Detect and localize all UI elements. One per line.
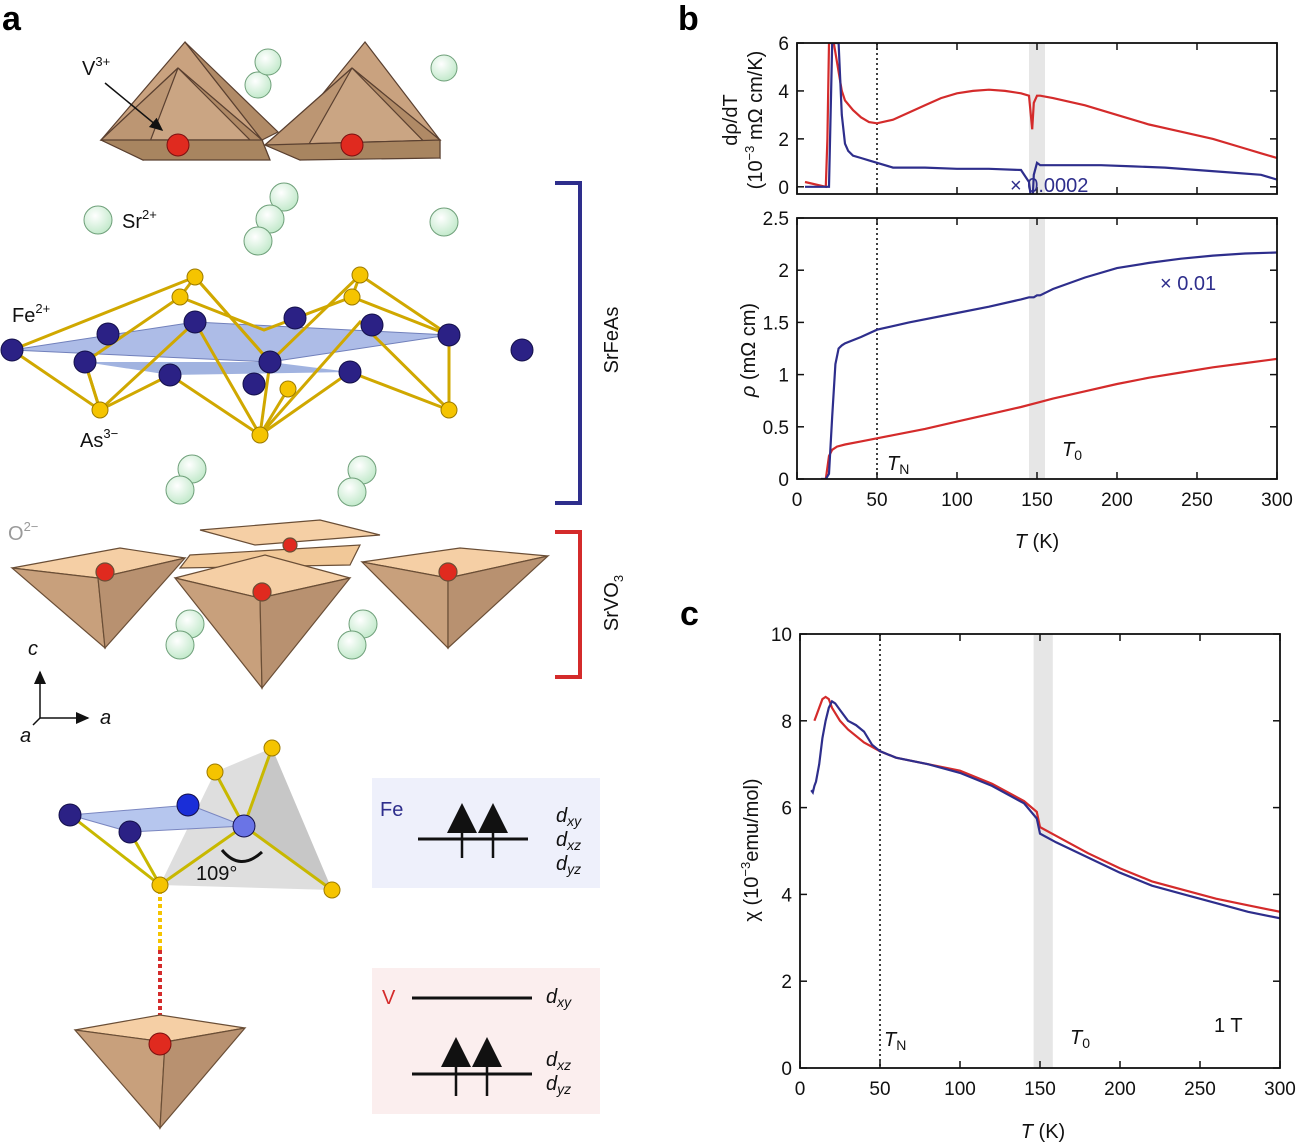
axis-a-label-1: a — [100, 707, 111, 729]
panel-letter-a: a — [2, 0, 22, 38]
x-axis-label: T (K) — [1015, 531, 1059, 553]
svg-text:V: V — [382, 987, 396, 1009]
panel-letter-c: c — [680, 595, 699, 633]
series-red — [804, 43, 1277, 189]
tn-label: TN — [887, 453, 909, 477]
svg-text:dxz: dxz — [546, 1049, 571, 1073]
x-tick-label: 50 — [866, 490, 887, 511]
t0-band — [1033, 634, 1053, 1068]
y-tick-label: 2 — [778, 130, 789, 151]
y-tick-label: 0.5 — [763, 418, 789, 439]
x-tick-label: 100 — [944, 1079, 976, 1100]
svg-text:dyz: dyz — [546, 1073, 571, 1097]
chart-resistivity: 0 0.5 1 1.5 2 2.5 0 50 100 150 200 250 300 × 0.01 TN T0… — [738, 209, 1293, 553]
svg-text:dxy: dxy — [546, 986, 572, 1010]
y-axis-label: ρ (mΩ cm) — [738, 303, 760, 398]
y-tick-label: 0 — [781, 1059, 792, 1080]
fe-level-box: Fe dxy dxz dyz — [372, 778, 600, 888]
sr-ions — [83, 48, 459, 660]
svg-text:dxz: dxz — [556, 829, 581, 853]
tn-label: TN — [884, 1029, 906, 1053]
y-tick-label: 6 — [778, 34, 789, 55]
y-tick-label: 8 — [781, 712, 792, 733]
svg-text:Fe: Fe — [380, 799, 403, 821]
x-tick-label: 0 — [792, 490, 803, 511]
crystal-axes — [32, 670, 90, 726]
y-axis-label: χ (10−3emu/mol) — [738, 778, 763, 921]
top-vo-layer — [99, 41, 442, 161]
y-tick-label: 2 — [781, 972, 792, 993]
v-pointer-arrow — [104, 82, 164, 131]
axis-c-label: c — [28, 638, 38, 660]
x-tick-label: 300 — [1264, 1079, 1296, 1100]
axis-a-label-2: a — [20, 725, 31, 747]
x-axis-label: T (K) — [1021, 1121, 1065, 1143]
chart-drho-dt: 0 2 4 6 × 0.0002 dρ/dT(10−3 mΩ cm/K) — [720, 34, 1278, 199]
x-tick-label: 250 — [1181, 490, 1213, 511]
x-tick-label: 200 — [1104, 1079, 1136, 1100]
blue-scale-annotation: × 0.01 — [1160, 273, 1216, 295]
x-tick-label: 300 — [1261, 490, 1293, 511]
sr-ion-label: Sr2+ — [122, 207, 157, 233]
x-tick-label: 250 — [1184, 1079, 1216, 1100]
y-axis-label-line1: dρ/dT — [720, 94, 742, 145]
y-tick-label: 1 — [778, 366, 789, 387]
svg-text:dyz: dyz — [556, 853, 581, 877]
series-red — [824, 357, 1277, 479]
srfeas-bracket — [555, 181, 582, 505]
srfeas-label: SrFeAs — [601, 307, 623, 374]
srvo3-label: SrVO3 — [601, 575, 626, 631]
y-tick-label: 4 — [778, 82, 789, 103]
y-tick-label: 2 — [778, 261, 789, 282]
y-tick-label: 10 — [771, 625, 792, 646]
srvo3-bracket — [555, 530, 582, 679]
x-tick-label: 150 — [1024, 1079, 1056, 1100]
v-ion-label: V3+ — [82, 54, 110, 80]
blue-scale-annotation: × 0.0002 — [1010, 175, 1088, 197]
v-level-box: V dxy dxz dyz — [372, 968, 600, 1114]
t0-band — [1029, 218, 1045, 479]
srvo3-layer — [10, 519, 551, 690]
panel-letter-b: b — [678, 0, 699, 38]
t0-label: T0 — [1070, 1027, 1090, 1051]
feas-layer — [0, 266, 534, 444]
series-blue — [821, 251, 1277, 479]
y-tick-label: 4 — [781, 885, 792, 906]
y-tick-label: 0 — [778, 470, 789, 491]
series-blue — [805, 43, 1277, 194]
y-tick-label: 6 — [781, 799, 792, 820]
y-tick-label: 0 — [778, 178, 789, 199]
svg-text:dxy: dxy — [556, 805, 582, 829]
y-tick-label: 2.5 — [763, 209, 789, 230]
bond-geometry — [58, 739, 341, 1130]
t0-band — [1029, 43, 1045, 194]
series-blue — [810, 699, 1280, 920]
t0-label: T0 — [1062, 439, 1082, 463]
field-label: 1 T — [1214, 1015, 1243, 1037]
o-ion-label: O2− — [8, 519, 38, 545]
x-tick-label: 200 — [1101, 490, 1133, 511]
x-tick-label: 150 — [1021, 490, 1053, 511]
fe-ion-label: Fe2+ — [12, 301, 50, 327]
x-tick-label: 0 — [795, 1079, 806, 1100]
as-ion-label: As3− — [80, 426, 118, 452]
y-axis-label-line2: (10−3 mΩ cm/K) — [742, 51, 767, 190]
x-tick-label: 100 — [941, 490, 973, 511]
x-tick-label: 50 — [869, 1079, 890, 1100]
y-tick-label: 1.5 — [763, 313, 789, 334]
angle-label: 109° — [196, 863, 237, 885]
